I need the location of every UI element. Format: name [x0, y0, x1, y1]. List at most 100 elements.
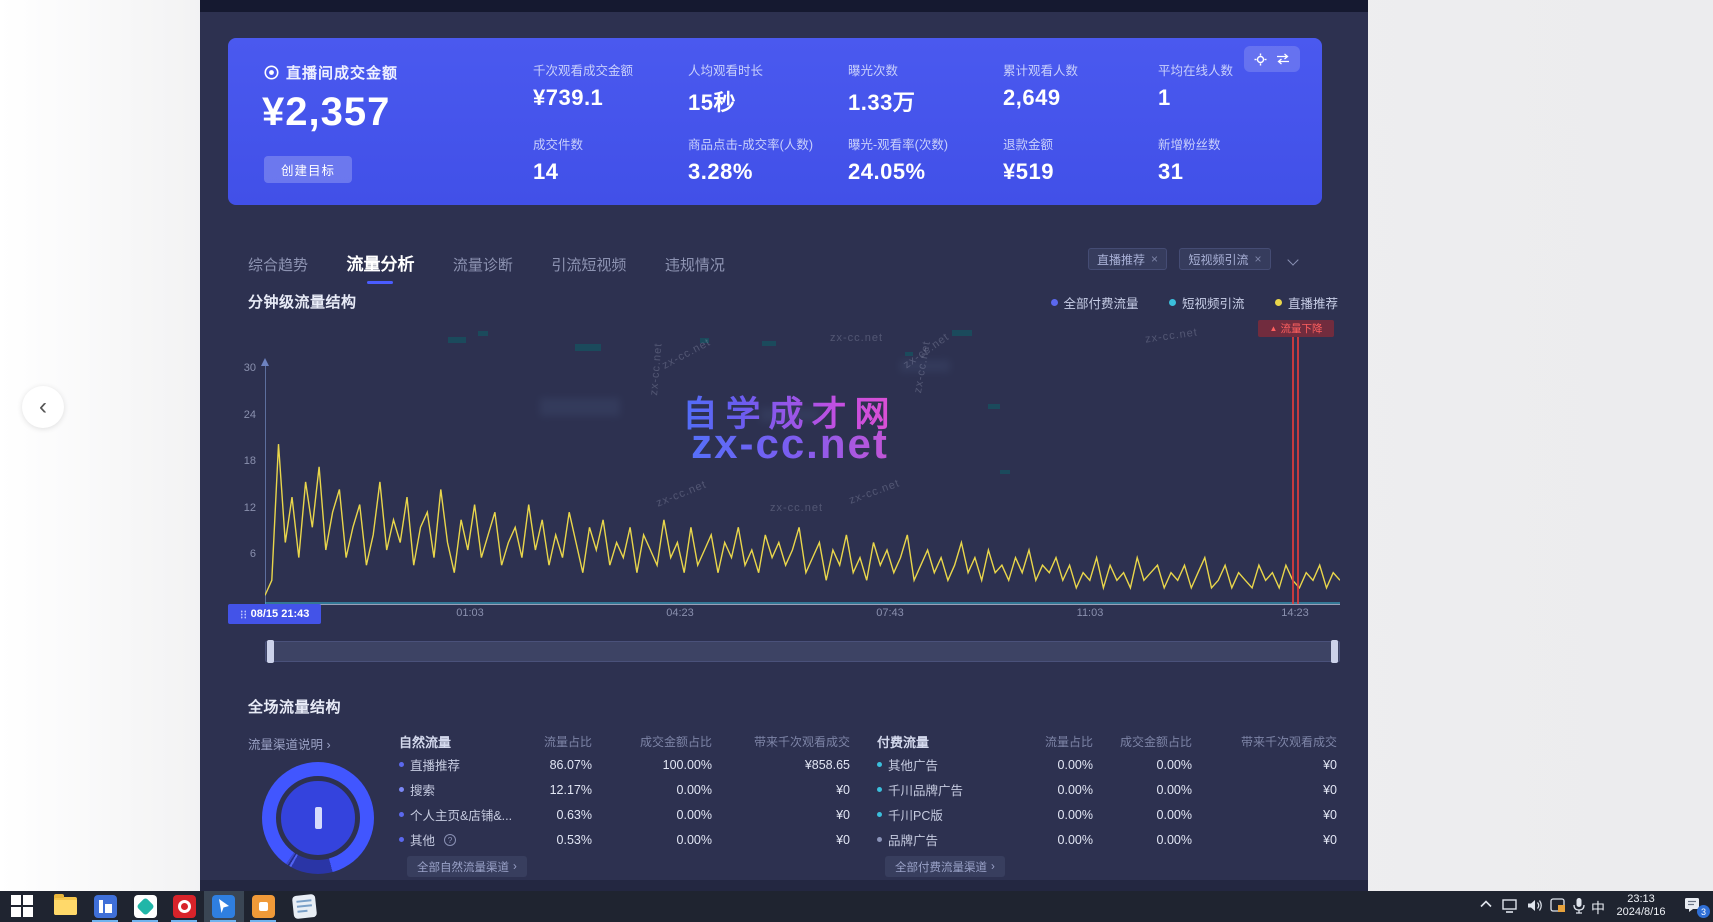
- table-row[interactable]: 千川品牌广告 0.00% 0.00% ¥0: [877, 777, 1337, 802]
- tab-violations[interactable]: 违规情况: [664, 257, 725, 274]
- series-dot: [877, 787, 882, 792]
- tab-traffic-diagnosis[interactable]: 流量诊断: [452, 257, 513, 274]
- traffic-drop-alert-badge[interactable]: ▲ 流量下降: [1258, 320, 1334, 337]
- legend-dot-cyan: [1169, 299, 1177, 306]
- windows-start-button[interactable]: [11, 895, 33, 917]
- filter-tag-live-recommend[interactable]: 直播推荐 ×: [1088, 248, 1168, 270]
- channel-help-link[interactable]: 流量渠道说明 ›: [248, 734, 331, 753]
- folder-tab: [54, 894, 64, 898]
- table-row[interactable]: 个人主页&店铺&... 0.63% 0.00% ¥0: [399, 802, 850, 827]
- all-natural-channels-link[interactable]: 全部自然流量渠道 ›: [407, 856, 527, 877]
- app-pointer-icon[interactable]: [212, 895, 235, 918]
- metric-label: 曝光-观看率(次数): [848, 138, 948, 152]
- filter-tag-label: 短视频引流: [1188, 252, 1249, 267]
- column-header: 自然流量: [399, 734, 452, 750]
- channel-name: 品牌广告: [888, 834, 939, 848]
- donut-center: [276, 776, 360, 860]
- clock[interactable]: 23:13 2024/8/16: [1610, 893, 1672, 919]
- metric-cell: 曝光-观看率(次数) 24.05%: [848, 134, 1008, 185]
- traffic-share: 0.53%: [556, 832, 592, 847]
- metric-label: 成交件数: [533, 138, 584, 152]
- alert-triangle-icon: ▲: [1269, 324, 1278, 333]
- tray-expand-chevron-icon[interactable]: [1480, 900, 1492, 908]
- legend-short-video[interactable]: 短视频引流: [1169, 293, 1245, 312]
- table-row[interactable]: 其他? 0.53% 0.00% ¥0: [399, 827, 850, 852]
- compression-artifact: [700, 338, 709, 343]
- per-mille-gmv: ¥0: [836, 782, 850, 797]
- y-axis-arrow: [261, 358, 269, 366]
- traffic-share: 0.00%: [1057, 832, 1093, 847]
- minute-traffic-line-chart[interactable]: [265, 368, 1340, 605]
- filter-tag-short-video[interactable]: 短视频引流 ×: [1179, 248, 1271, 270]
- table-row[interactable]: 搜索 12.17% 0.00% ¥0: [399, 777, 850, 802]
- tab-short-video[interactable]: 引流短视频: [551, 257, 627, 274]
- y-tick: 6: [249, 548, 256, 560]
- pointer-glyph: [219, 899, 229, 913]
- table-row[interactable]: 千川PC版 0.00% 0.00% ¥0: [877, 802, 1337, 827]
- y-tick: 12: [243, 502, 256, 514]
- app-l1-icon[interactable]: [94, 895, 117, 918]
- channel-name: 其他广告: [888, 759, 939, 773]
- gmv-share: 0.00%: [676, 832, 712, 847]
- all-paid-channels-link[interactable]: 全部付费流量渠道 ›: [885, 856, 1005, 877]
- traffic-section-title: 全场流量结构: [248, 699, 342, 716]
- compare-swap-icon[interactable]: [1276, 53, 1290, 65]
- legend-label: 全部付费流量: [1063, 297, 1139, 311]
- traffic-share: 12.17%: [549, 782, 592, 797]
- series-dot: [399, 762, 404, 767]
- network-icon[interactable]: [1502, 899, 1519, 913]
- selected-time-label[interactable]: 08/15 21:43: [228, 604, 321, 624]
- alert-label: 流量下降: [1280, 323, 1323, 335]
- volume-icon[interactable]: [1527, 898, 1543, 913]
- datazoom-left-handle[interactable]: [267, 640, 274, 663]
- table-row[interactable]: 直播推荐 86.07% 100.00% ¥858.65: [399, 752, 850, 777]
- windows-taskbar: 中 23:13 2024/8/16 3: [0, 891, 1713, 922]
- legend-all-paid[interactable]: 全部付费流量: [1050, 293, 1139, 312]
- traffic-share: 0.00%: [1057, 807, 1093, 822]
- donut-watermark-mark: [315, 807, 322, 829]
- ime-indicator[interactable]: 中: [1591, 900, 1605, 916]
- metric-label: 退款金额: [1003, 138, 1054, 152]
- compression-artifact: [575, 344, 601, 351]
- create-goal-button[interactable]: 创建目标: [264, 156, 352, 183]
- metric-label: 曝光次数: [848, 64, 899, 78]
- note-line: [296, 899, 312, 903]
- back-button[interactable]: ‹: [22, 386, 64, 428]
- x-axis-line: [265, 604, 1340, 605]
- x-tick: 04:23: [666, 607, 694, 619]
- notepad-icon[interactable]: [291, 893, 318, 920]
- glyph-diamond: [136, 897, 155, 916]
- glyph-bar: [99, 900, 103, 913]
- series-dot: [877, 762, 882, 767]
- chevron-down-icon[interactable]: [1287, 253, 1299, 266]
- legend-dot-blue: [1050, 299, 1058, 306]
- traffic-donut-chart[interactable]: [262, 762, 374, 874]
- tab-traffic-analysis[interactable]: 流量分析: [346, 250, 414, 275]
- datazoom-slider[interactable]: [265, 640, 1340, 663]
- close-icon[interactable]: ×: [1254, 252, 1262, 266]
- series-dot: [877, 812, 882, 817]
- app-teal-icon[interactable]: [134, 895, 157, 918]
- table-row[interactable]: 品牌广告 0.00% 0.00% ¥0: [877, 827, 1337, 852]
- info-icon[interactable]: ?: [444, 833, 457, 846]
- app-orange-icon[interactable]: [252, 895, 275, 918]
- tab-overview-trend[interactable]: 综合趋势: [248, 257, 309, 274]
- gmv-share: 0.00%: [1156, 782, 1192, 797]
- watermark-small: zx-cc.net: [1144, 326, 1199, 346]
- primary-kpi-label: 直播间成交金额: [286, 65, 399, 82]
- metric-value: 2,649: [1003, 85, 1061, 110]
- microphone-icon[interactable]: [1573, 897, 1585, 914]
- app-tray-badge-icon[interactable]: [1550, 898, 1566, 913]
- legend-live-recommend[interactable]: 直播推荐: [1274, 293, 1338, 312]
- kpi-toolbox: [1244, 46, 1300, 72]
- table-row[interactable]: 其他广告 0.00% 0.00% ¥0: [877, 752, 1337, 777]
- gear-icon[interactable]: [1254, 53, 1267, 66]
- chevron-right-icon: ›: [991, 860, 995, 873]
- notification-center-icon[interactable]: [1684, 897, 1702, 913]
- file-explorer-icon[interactable]: [54, 894, 77, 915]
- app-red-o-icon[interactable]: [173, 895, 196, 918]
- series-dot: [399, 812, 404, 817]
- close-icon[interactable]: ×: [1151, 252, 1159, 266]
- running-indicator: [250, 920, 276, 922]
- datazoom-right-handle[interactable]: [1331, 640, 1338, 663]
